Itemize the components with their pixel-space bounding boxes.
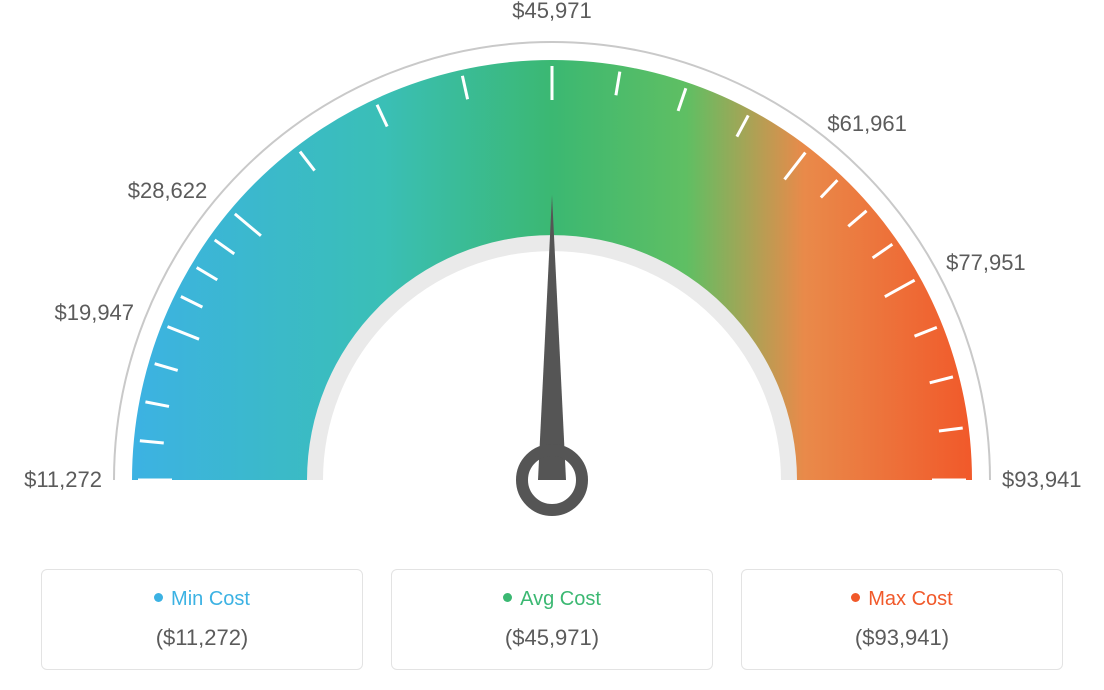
gauge-svg <box>0 0 1104 540</box>
gauge-tick-label: $28,622 <box>128 178 208 204</box>
legend-title-text: Min Cost <box>171 588 250 610</box>
dot-icon <box>154 593 163 602</box>
gauge-tick-label: $77,951 <box>946 250 1026 276</box>
gauge-tick-label: $93,941 <box>1002 467 1082 493</box>
legend-value-avg: ($45,971) <box>392 625 712 651</box>
gauge-area: $11,272 $19,947 $28,622 $45,971 $61,961 $77,9… <box>0 0 1104 540</box>
legend-card-max: Max Cost ($93,941) <box>741 569 1063 670</box>
dot-icon <box>503 593 512 602</box>
gauge-tick-label: $19,947 <box>55 300 135 326</box>
legend-title-text: Avg Cost <box>520 588 601 610</box>
legend-title-max: Max Cost <box>742 588 1062 611</box>
legend-card-avg: Avg Cost ($45,971) <box>391 569 713 670</box>
legend-card-min: Min Cost ($11,272) <box>41 569 363 670</box>
gauge-tick-label: $61,961 <box>827 111 907 137</box>
legend-title-min: Min Cost <box>42 588 362 611</box>
gauge-chart-container: $11,272 $19,947 $28,622 $45,971 $61,961 $77,9… <box>0 0 1104 690</box>
legend-value-min: ($11,272) <box>42 625 362 651</box>
legend-title-avg: Avg Cost <box>392 588 712 611</box>
dot-icon <box>851 593 860 602</box>
legend-value-max: ($93,941) <box>742 625 1062 651</box>
legend-title-text: Max Cost <box>868 588 952 610</box>
gauge-tick-label: $45,971 <box>512 0 592 24</box>
gauge-tick-label: $11,272 <box>24 467 102 493</box>
legend-row: Min Cost ($11,272) Avg Cost ($45,971) Ma… <box>0 569 1104 670</box>
